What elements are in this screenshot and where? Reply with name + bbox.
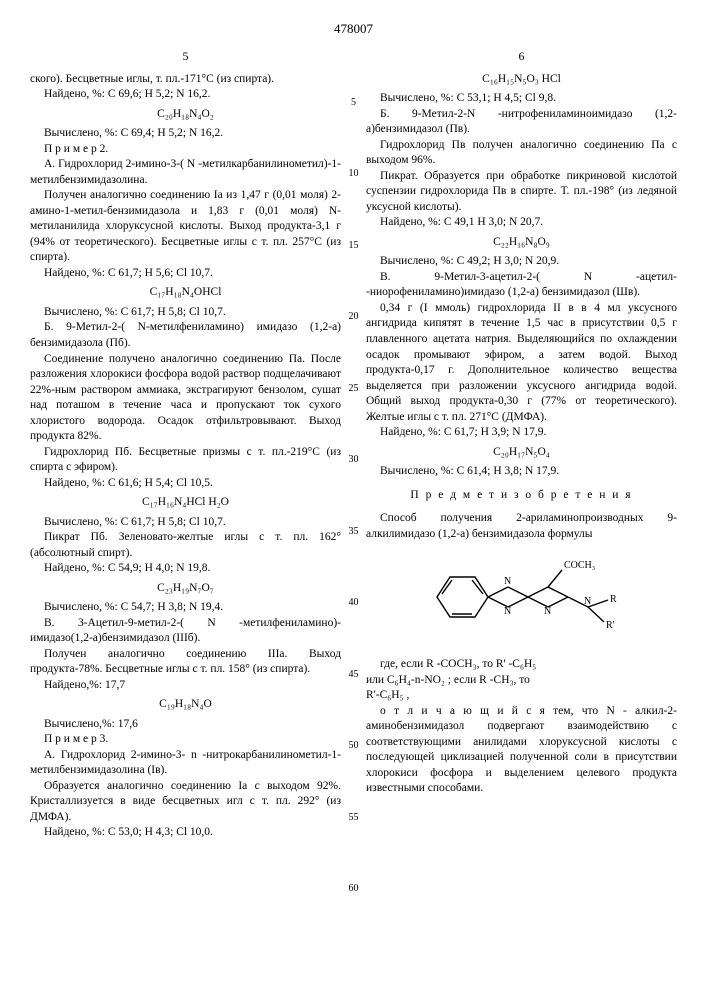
paragraph: Найдено, %: С 54,9; Н 4,0; N 19,8. (30, 561, 341, 577)
paragraph: В. 3-Ацетил-9-метил-2-( N -метилфенилами… (30, 616, 341, 647)
paragraph: Вычислено, %: С 49,2; Н 3,0; N 20,9. (366, 254, 677, 270)
chemical-formula: С₁₇Н₁₆N₄HCl H₂O (30, 495, 341, 511)
paragraph: Вычислено, %: С 61,7; Н 5,8; Cl 10,7. (30, 515, 341, 531)
paragraph: Вычислено,%: 17,6 (30, 717, 341, 733)
paragraph: ского). Бесцветные иглы, т. пл.-171°С (и… (30, 72, 341, 88)
chemical-formula: С₂₀Н₁₈N₄О₂ (30, 107, 341, 123)
patent-number: 478007 (30, 20, 677, 38)
paragraph: Найдено, %: С 61,7; Н 3,9; N 17,9. (366, 425, 677, 441)
molecule-svg: N N N COCH₃ N R R' (422, 552, 622, 647)
line-marker: 40 (344, 596, 364, 610)
chemical-formula: С₁₆Н₁₅N₅О₃ HCl (366, 72, 677, 88)
paragraph: Вычислено, %: С 53,1; Н 4,5; Cl 9,8. (366, 91, 677, 107)
paragraph: Соединение получено аналогично соединени… (30, 352, 341, 445)
line-marker: 55 (344, 811, 364, 825)
svg-text:R: R (610, 594, 617, 605)
line-marker: 50 (344, 739, 364, 753)
line-marker: 30 (344, 453, 364, 467)
chemical-structure: N N N COCH₃ N R R' (366, 552, 677, 647)
paragraph: или С₆Н₄-n-NO₂ ; если R -СН₃, то (366, 673, 677, 689)
column-number: 6 (366, 48, 677, 64)
line-numbers-column: 5 10 15 20 25 30 35 40 45 50 55 60 (344, 48, 364, 896)
left-column: 5 ского). Бесцветные иглы, т. пл.-171°С … (30, 48, 341, 841)
paragraph: Вычислено, %: С 61,7; Н 5,8; Cl 10,7. (30, 305, 341, 321)
example-heading: П р и м е р 2. (30, 142, 341, 158)
chemical-formula: С₂₀Н₁₇N₅О₄ (366, 445, 677, 461)
line-marker: 25 (344, 382, 364, 396)
line-marker: 35 (344, 525, 364, 539)
line-marker: 45 (344, 668, 364, 682)
paragraph: Получен аналогично соединению IIIа. Выхо… (30, 647, 341, 678)
paragraph: где, если R -СОСН₃, то R' -С₆Н₅ (366, 657, 677, 673)
chemical-formula: С₂₃Н₁₉N₇О₇ (30, 581, 341, 597)
line-marker: 20 (344, 310, 364, 324)
paragraph: R'-С₆Н₅ , (366, 688, 677, 704)
paragraph: Вычислено, %: С 61,4; Н 3,8; N 17,9. (366, 464, 677, 480)
paragraph: 0,34 г (I ммоль) гидрохлорида II в в 4 м… (366, 301, 677, 425)
column-number: 5 (30, 48, 341, 64)
line-marker: 10 (344, 167, 364, 181)
svg-text:N: N (504, 606, 511, 617)
svg-text:N: N (584, 596, 591, 607)
paragraph: Пикрат. Образуется при обработке пикрино… (366, 169, 677, 216)
paragraph: Гидрохлорид Пб. Бесцветные призмы с т. п… (30, 445, 341, 476)
line-marker: 5 (344, 96, 364, 110)
example-heading: П р и м е р 3. (30, 732, 341, 748)
paragraph: Б. 9-Метил-2-N -нитрофениламиноимидазо (… (366, 107, 677, 138)
paragraph: Гидрохлорид Пв получен аналогично соедин… (366, 138, 677, 169)
chemical-formula: С₁₇Н₁₈N₄OHCl (30, 285, 341, 301)
svg-text:N: N (544, 606, 551, 617)
paragraph: Найдено,%: 17,7 (30, 678, 341, 694)
paragraph: Вычислено, %: С 69,4; Н 5,2; N 16,2. (30, 126, 341, 142)
line-marker: 60 (344, 882, 364, 896)
chemical-formula: С₂₂Н₁₆N₈О₉ (366, 235, 677, 251)
line-marker: 15 (344, 239, 364, 253)
svg-text:N: N (504, 576, 511, 587)
paragraph: Найдено, %: С 49,1 Н 3,0; N 20,7. (366, 215, 677, 231)
paragraph: В. 9-Метил-3-ацетил-2-( N -ацетил- -ниор… (366, 270, 677, 301)
paragraph: Образуется аналогично соединению Iа с вы… (30, 779, 341, 826)
paragraph: А. Гидрохлорид 2-имино-3- n -нитрокарбан… (30, 748, 341, 779)
paragraph: Найдено, %: С 53,0; Н 4,3; Cl 10,0. (30, 825, 341, 841)
paragraph: Вычислено, %: С 54,7; Н 3,8; N 19,4. (30, 600, 341, 616)
chemical-formula: С₁₉Н₁₈N₄O (30, 697, 341, 713)
right-column: 6 С₁₆Н₁₅N₅О₃ HCl Вычислено, %: С 53,1; Н… (366, 48, 677, 841)
paragraph: Найдено, %: С 61,7; Н 5,6; Cl 10,7. (30, 266, 341, 282)
paragraph: Найдено, %: С 61,6; Н 5,4; Cl 10,5. (30, 476, 341, 492)
content-wrapper: 5 10 15 20 25 30 35 40 45 50 55 60 5 ско… (30, 48, 677, 841)
paragraph: Способ получения 2-ариламинопроизводных … (366, 511, 677, 542)
svg-text:R': R' (606, 620, 615, 631)
paragraph: Б. 9-Метил-2-( N-метилфениламино) имидаз… (30, 320, 341, 351)
paragraph: Получен аналогично соединению Iа из 1,47… (30, 188, 341, 266)
svg-text:COCH₃: COCH₃ (564, 560, 595, 571)
paragraph: Пикрат Пб. Зеленовато-желтые иглы с т. п… (30, 530, 341, 561)
section-title: П р е д м е т и з о б р е т е н и я (366, 488, 677, 504)
paragraph: о т л и ч а ю щ и й с я тем, что N - алк… (366, 704, 677, 797)
paragraph: Найдено, %: С 69,6; Н 5,2; N 16,2. (30, 87, 341, 103)
paragraph: А. Гидрохлорид 2-имино-3-( N -метилкарба… (30, 157, 341, 188)
